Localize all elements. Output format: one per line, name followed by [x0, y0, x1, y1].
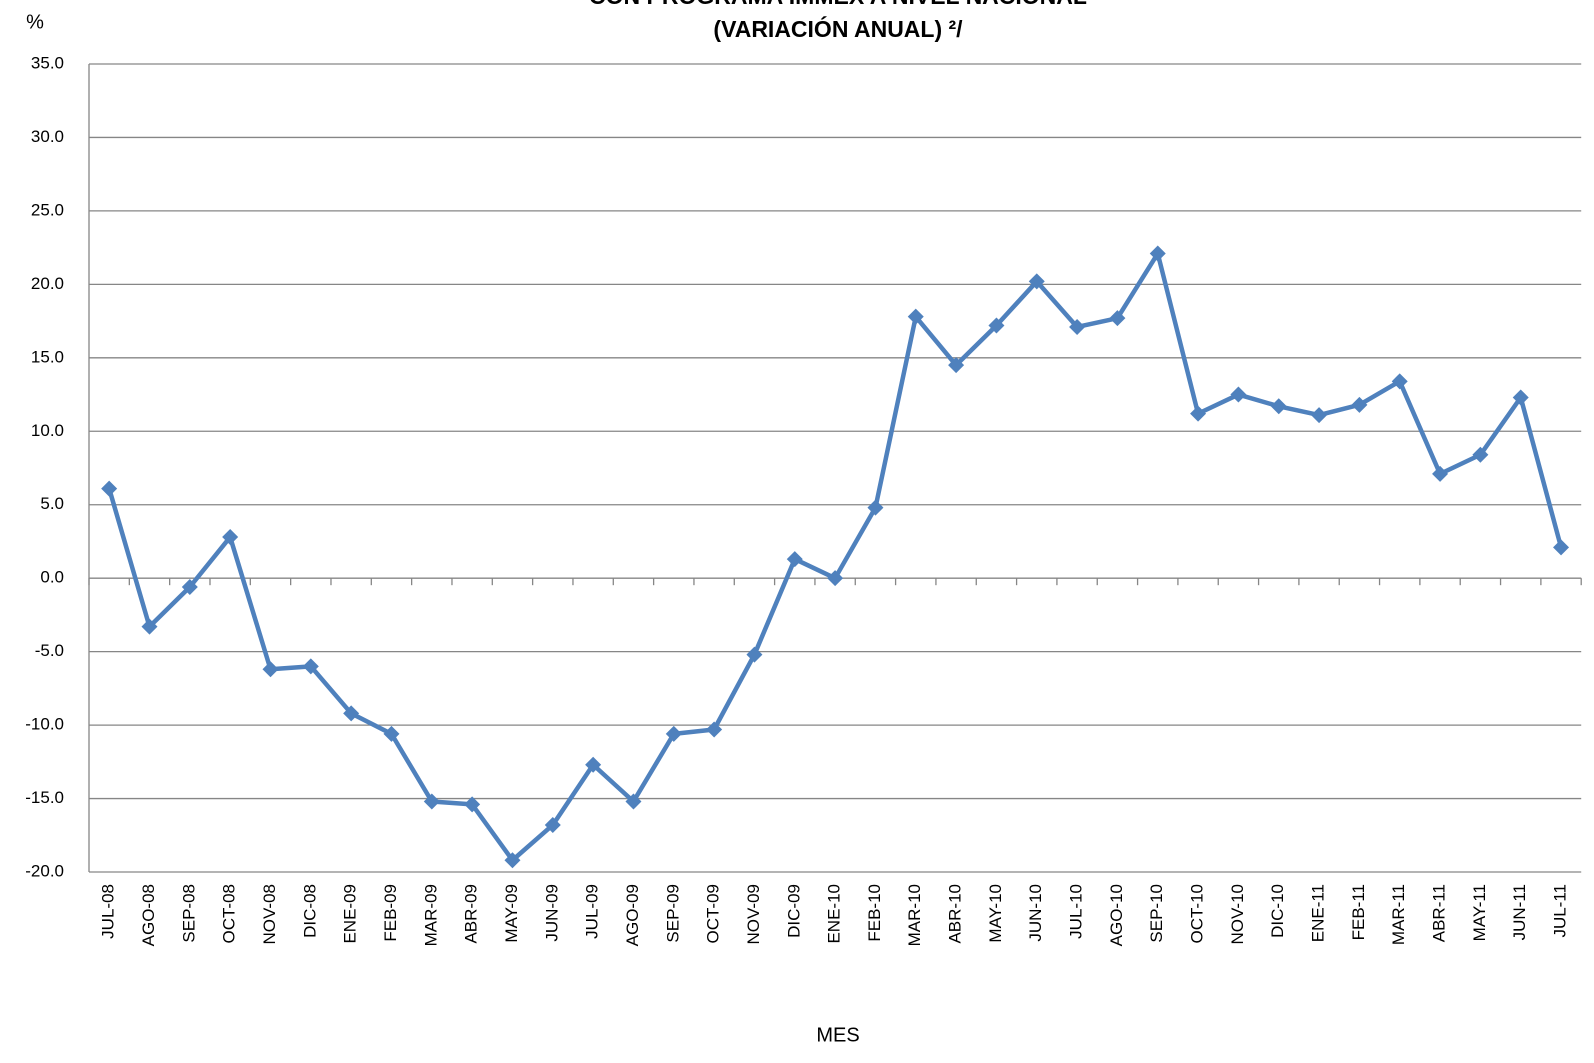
data-point: [1069, 318, 1086, 335]
x-tick-label: MAY-09: [502, 884, 521, 943]
x-tick-label: SEP-10: [1147, 884, 1166, 943]
y-tick-label: 0.0: [40, 568, 64, 587]
x-tick-label: OCT-09: [704, 884, 723, 944]
data-point: [383, 725, 400, 742]
data-point: [746, 646, 763, 663]
data-point: [867, 499, 884, 516]
x-axis-label: MES: [816, 1024, 859, 1046]
x-tick-label: OCT-10: [1188, 884, 1207, 944]
x-tick-label: ENE-10: [825, 884, 844, 944]
x-tick-label: AGO-09: [623, 884, 642, 946]
data-point: [1512, 389, 1529, 406]
data-point: [585, 756, 602, 773]
data-point: [1311, 407, 1328, 424]
y-tick-label: -20.0: [25, 861, 64, 880]
y-tick-label: -10.0: [25, 715, 64, 734]
data-point: [222, 529, 239, 546]
x-tick-label: JUL-09: [583, 884, 602, 939]
x-tick-label: AGO-10: [1107, 884, 1126, 946]
data-point: [262, 661, 279, 678]
data-point: [423, 793, 440, 810]
x-tick-label: FEB-09: [381, 884, 400, 942]
data-point: [1553, 539, 1570, 556]
x-tick-label: DIC-09: [784, 884, 803, 938]
data-point: [141, 618, 158, 635]
x-tick-label: ENE-11: [1309, 884, 1328, 942]
data-point: [504, 852, 521, 869]
x-tick-label: FEB-10: [865, 884, 884, 942]
data-point: [1149, 245, 1166, 262]
data-point: [786, 551, 803, 568]
y-tick-label: 10.0: [31, 421, 64, 440]
x-tick-label: AGO-08: [139, 884, 158, 946]
data-point: [464, 796, 481, 813]
data-point: [1351, 396, 1368, 413]
x-tick-label: DIC-10: [1268, 884, 1287, 938]
data-point: [1472, 446, 1489, 463]
x-tick-label: DIC-08: [300, 884, 319, 938]
x-tick-label: ABR-10: [946, 884, 965, 944]
x-tick-label: OCT-08: [220, 884, 239, 944]
y-tick-label: 30.0: [31, 127, 64, 146]
x-tick-label: JUN-10: [1026, 884, 1045, 942]
y-tick-label: 35.0: [31, 53, 64, 72]
y-tick-label: -15.0: [25, 788, 64, 807]
x-tick-label: JUL-08: [99, 884, 118, 939]
x-tick-label: JUL-10: [1067, 884, 1086, 939]
x-tick-label: FEB-11: [1349, 884, 1368, 940]
y-tick-label: 5.0: [40, 494, 64, 513]
chart-title: CON PROGRAMA IMMEX A NIVEL NACIONAL: [589, 0, 1087, 9]
chart-subtitle: (VARIACIÓN ANUAL) ²/: [713, 15, 963, 42]
data-point: [181, 578, 198, 595]
data-point: [827, 570, 844, 587]
data-point: [1230, 386, 1247, 403]
data-point: [665, 725, 682, 742]
data-point: [101, 480, 118, 497]
x-tick-label: SEP-09: [663, 884, 682, 943]
y-tick-label: 15.0: [31, 347, 64, 366]
y-tick-label: 20.0: [31, 274, 64, 293]
x-tick-label: NOV-10: [1228, 884, 1247, 944]
data-point: [625, 793, 642, 810]
data-point: [1391, 373, 1408, 390]
x-tick-label: NOV-09: [744, 884, 763, 944]
data-point: [988, 317, 1005, 334]
x-tick-label: MAY-10: [986, 884, 1005, 943]
data-point: [544, 816, 561, 833]
data-point: [1109, 310, 1126, 327]
data-point: [706, 721, 723, 738]
series-line: [107, 251, 1564, 863]
x-tick-label: MAR-10: [905, 884, 924, 946]
data-point: [948, 357, 965, 374]
x-tick-label: ABR-11: [1430, 884, 1449, 942]
data-point: [1432, 465, 1449, 482]
data-point: [302, 658, 319, 675]
data-point: [907, 308, 924, 325]
x-tick-label: SEP-08: [179, 884, 198, 943]
x-tick-label: MAY-11: [1470, 884, 1489, 941]
data-point: [1028, 273, 1045, 290]
y-axis-label: %: [26, 11, 44, 33]
x-tick-label: JUN-11: [1510, 884, 1529, 940]
data-point: [343, 705, 360, 722]
x-tick-label: MAR-11: [1389, 884, 1408, 945]
x-tick-label: ENE-09: [341, 884, 360, 944]
data-point: [1270, 398, 1287, 415]
data-point: [1190, 405, 1207, 422]
x-tick-label: MAR-09: [421, 884, 440, 946]
x-tick-label: JUN-09: [542, 884, 561, 942]
y-tick-label: 25.0: [31, 200, 64, 219]
x-tick-label: ABR-09: [462, 884, 481, 944]
x-tick-label: NOV-08: [260, 884, 279, 944]
x-tick-label: JUL-11: [1551, 884, 1570, 938]
y-tick-label: -5.0: [35, 641, 64, 660]
